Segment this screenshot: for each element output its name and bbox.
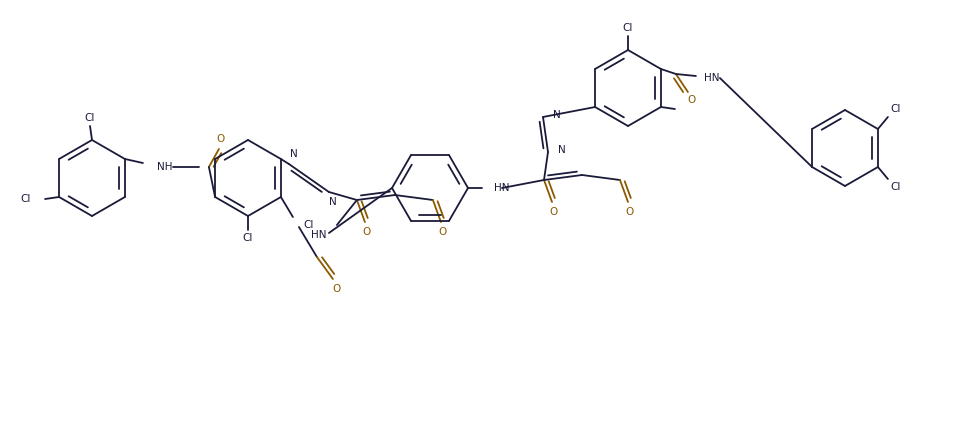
Text: N: N — [553, 110, 561, 120]
Text: O: O — [688, 95, 696, 105]
Text: O: O — [439, 227, 447, 237]
Text: Cl: Cl — [243, 233, 253, 243]
Text: O: O — [626, 207, 634, 217]
Text: N: N — [329, 197, 337, 207]
Text: Cl: Cl — [622, 23, 633, 33]
Text: O: O — [217, 134, 225, 144]
Text: Cl: Cl — [303, 220, 314, 230]
Text: HN: HN — [312, 230, 327, 240]
Text: Cl: Cl — [84, 113, 95, 123]
Text: O: O — [333, 284, 341, 294]
Text: O: O — [550, 207, 558, 217]
Text: Cl: Cl — [890, 104, 901, 114]
Text: HN: HN — [704, 73, 719, 83]
Text: N: N — [290, 149, 297, 159]
Text: Cl: Cl — [21, 194, 31, 204]
Text: HN: HN — [494, 183, 509, 193]
Text: Cl: Cl — [890, 182, 901, 192]
Text: NH: NH — [157, 162, 173, 172]
Text: O: O — [363, 227, 371, 237]
Text: N: N — [558, 145, 566, 155]
